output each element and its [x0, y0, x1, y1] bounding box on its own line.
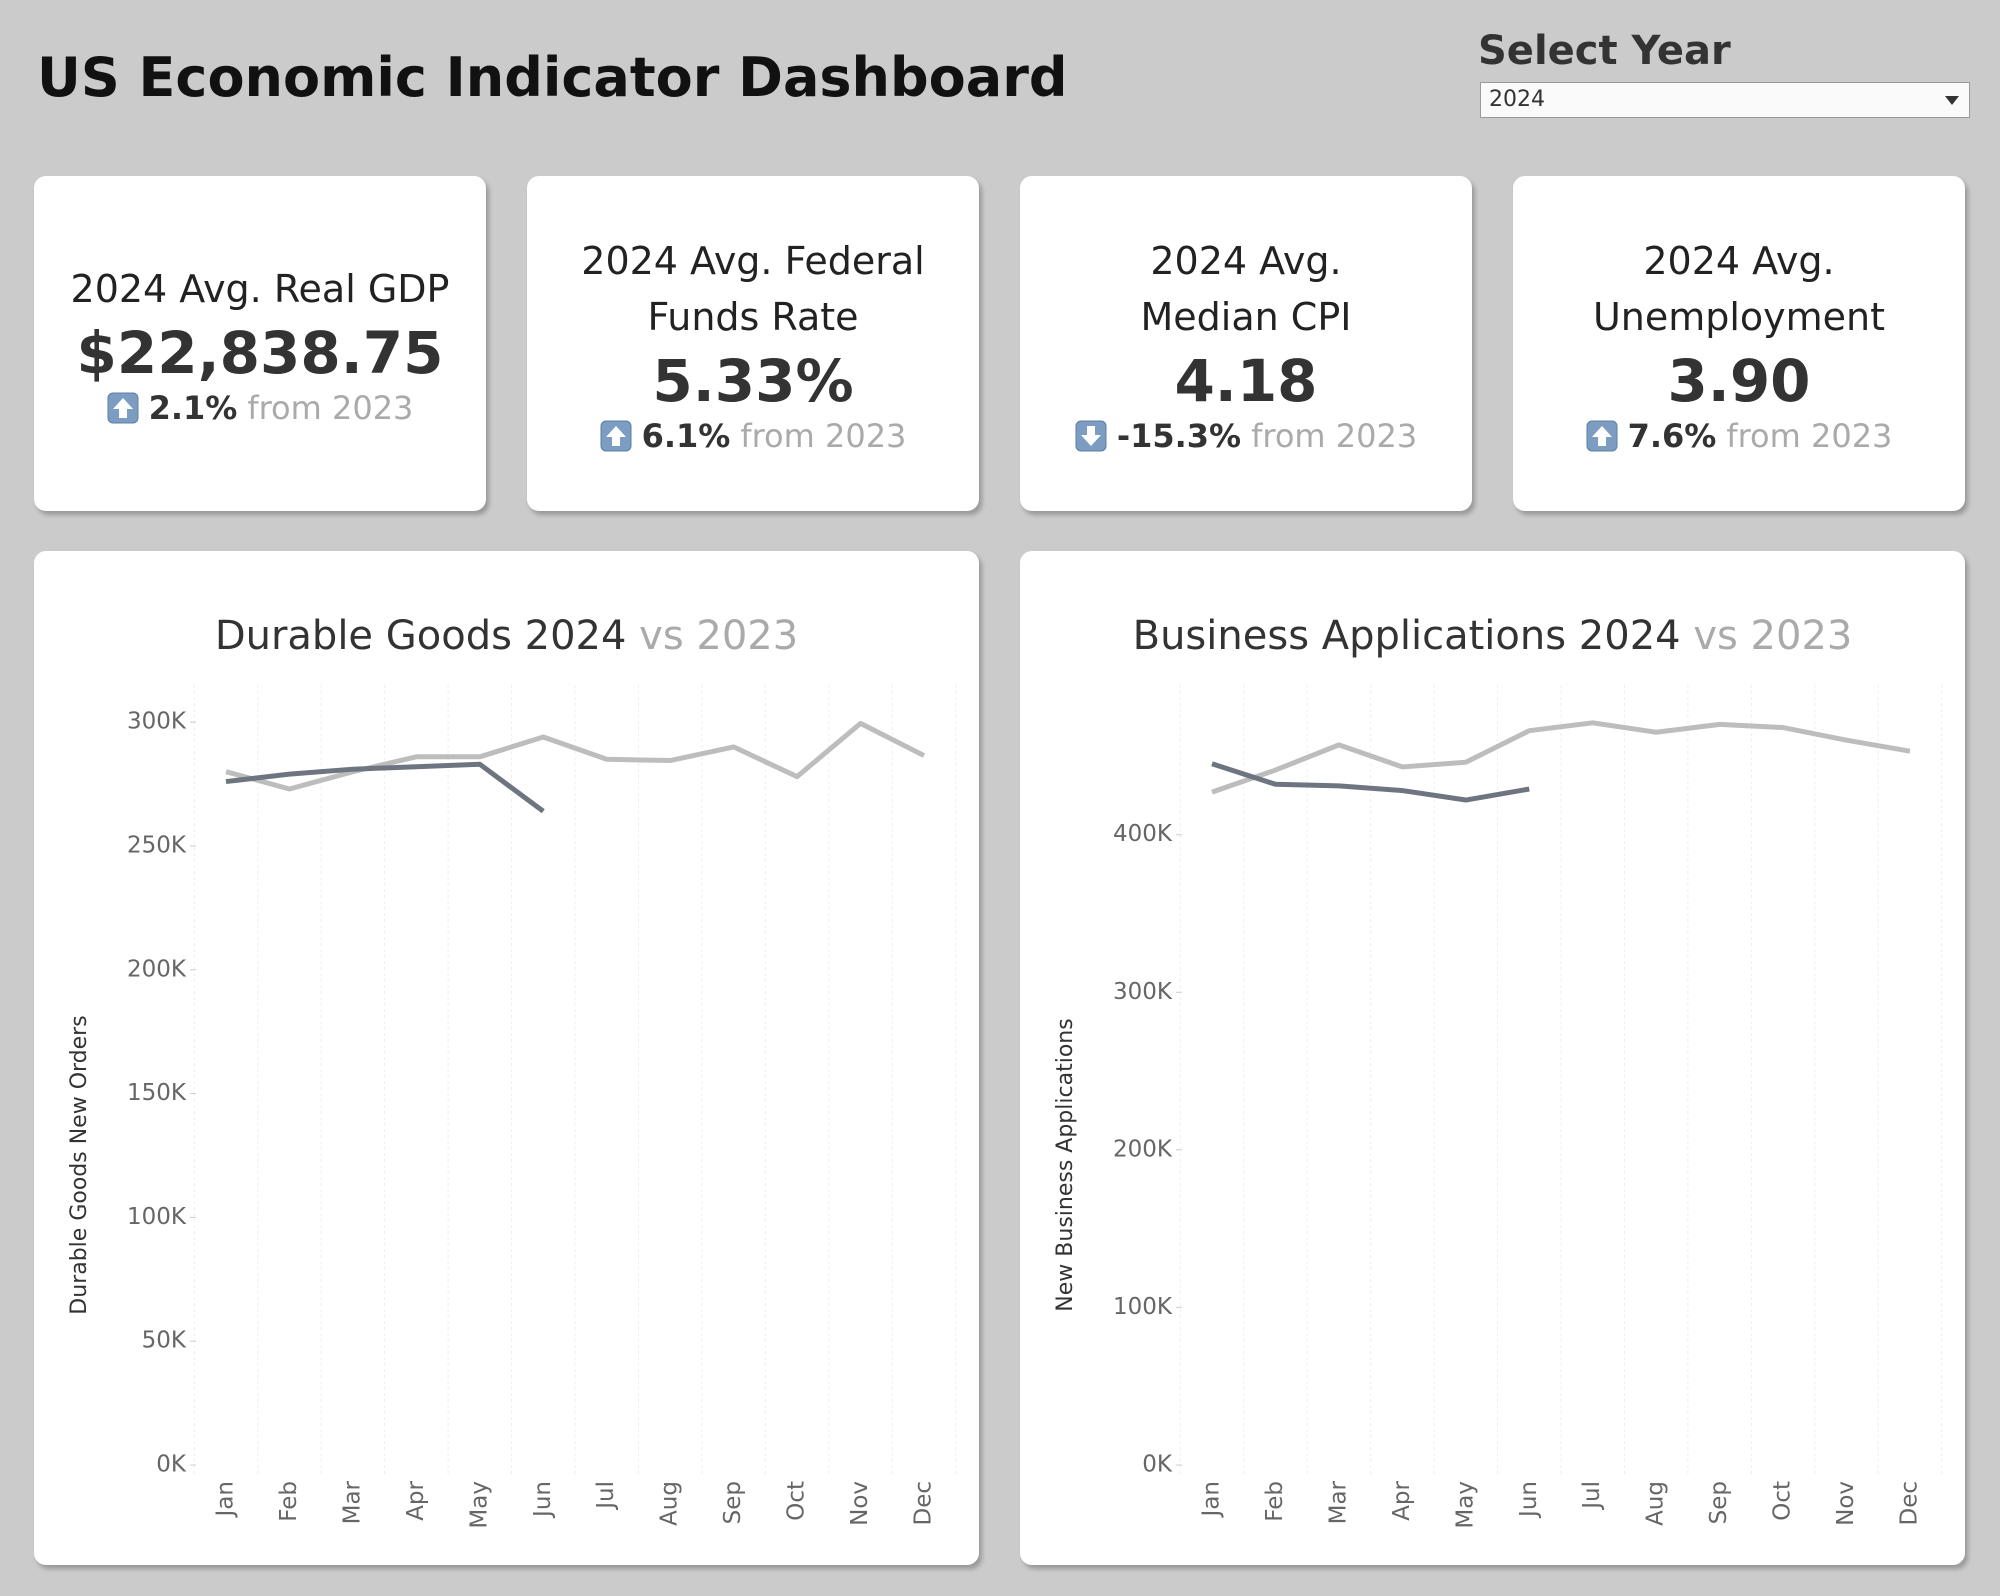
x-tick-label: Aug: [1643, 1481, 1669, 1526]
direction-icon: [107, 392, 139, 423]
kpi-title: 2024 Avg. Federal Funds Rate: [581, 238, 925, 339]
x-tick-label: Mar: [339, 1480, 365, 1524]
chart-title-main: Durable Goods 2024: [215, 613, 627, 659]
chart-title: Durable Goods 2024 vs 2023: [215, 613, 798, 659]
chart-title-main: Business Applications 2024: [1133, 613, 1681, 659]
x-tick-label: May: [1452, 1481, 1478, 1529]
y-tick-label: 0K: [156, 1452, 187, 1478]
kpi-value: 3.90: [1667, 346, 1811, 415]
dropdown-arrow: [1945, 96, 1959, 105]
kpi-card: 2024 Avg. Unemployment 3.90 7.6% from 2023: [1513, 176, 1965, 511]
series-line: [225, 720, 926, 792]
direction-icon: [600, 420, 632, 451]
dashboard-title: US Economic Indicator Dashboard: [37, 46, 1068, 109]
line-chart: Business Applications 2024 vs 2023 New Bu…: [1053, 613, 1943, 1529]
kpi-change-value: 2.1%: [148, 388, 238, 427]
chart-title: Business Applications 2024 vs 2023: [1133, 613, 1853, 659]
kpi-card: 2024 Avg. Real GDP $22,838.75 2.1% from 202…: [34, 176, 486, 511]
y-tick-label: 200K: [127, 956, 187, 982]
x-tick-label: Feb: [1262, 1481, 1288, 1522]
x-tick-label: Jan: [1199, 1481, 1225, 1518]
icon-arrow: [605, 425, 626, 446]
y-tick-label: 50K: [142, 1328, 187, 1354]
y-axis-label: Durable Goods New Orders: [67, 1015, 92, 1314]
filter-label: Select Year: [1478, 28, 1731, 74]
chart-card: Durable Goods 2024 vs 2023 Durable Goods …: [34, 551, 979, 1565]
y-tick-label: 150K: [127, 1080, 187, 1106]
x-tick-label: Nov: [847, 1481, 873, 1526]
x-tick-label: Sep: [1706, 1481, 1732, 1524]
kpi-value: 4.18: [1174, 346, 1318, 415]
y-tick-label: 400K: [1113, 821, 1173, 847]
kpi-value: 5.33%: [652, 346, 854, 415]
chart-title-comparison: vs 2023: [1693, 613, 1852, 659]
kpi-title: 2024 Avg. Unemployment: [1592, 238, 1886, 339]
icon-arrow: [112, 397, 133, 418]
kpi-change: -15.3% from 2023: [1075, 417, 1417, 455]
y-tick-label: 300K: [127, 709, 187, 735]
kpi-change: 2.1% from 2023: [107, 388, 414, 427]
series-line: [1211, 720, 1911, 795]
kpi-value: $22,838.75: [76, 318, 444, 387]
x-tick-label: Oct: [1770, 1481, 1796, 1521]
y-tick-label: 100K: [127, 1204, 187, 1230]
x-tick-label: Jan: [213, 1481, 239, 1518]
y-tick-label: 0K: [1142, 1452, 1173, 1478]
series-line: [1211, 761, 1530, 803]
direction-icon: [1075, 420, 1107, 451]
kpi-comparison: from 2023: [1251, 416, 1418, 455]
x-tick-label: May: [466, 1481, 492, 1529]
x-tick-label: Mar: [1325, 1480, 1351, 1524]
kpi-change: 7.6% from 2023: [1586, 416, 1893, 455]
x-tick-label: Dec: [911, 1481, 937, 1526]
x-tick-label: Nov: [1833, 1481, 1859, 1526]
chart-card: Business Applications 2024 vs 2023 New Bu…: [1020, 551, 1965, 1565]
y-tick-label: 200K: [1113, 1136, 1173, 1162]
kpi-card: 2024 Avg. Federal Funds Rate 5.33% 6.1% fro…: [527, 176, 979, 511]
x-tick-label: Feb: [276, 1481, 302, 1522]
kpi-change-value: 7.6%: [1627, 416, 1717, 455]
kpi-title: 2024 Avg. Real GDP: [70, 266, 450, 311]
icon-arrow: [1591, 425, 1612, 446]
x-tick-label: Sep: [720, 1481, 746, 1524]
y-tick-label: 100K: [1113, 1294, 1173, 1320]
x-tick-label: Apr: [403, 1480, 429, 1520]
year-dropdown[interactable]: 2024: [1480, 82, 1970, 118]
y-tick-label: 250K: [127, 832, 187, 858]
direction-icon: [1586, 420, 1618, 451]
dropdown-value: 2024: [1489, 87, 1545, 112]
kpi-comparison: from 2023: [1726, 416, 1893, 455]
x-tick-label: Apr: [1389, 1480, 1415, 1520]
x-tick-label: Aug: [657, 1481, 683, 1526]
icon-arrow: [1080, 425, 1101, 446]
kpi-comparison: from 2023: [740, 416, 907, 455]
x-tick-label: Jun: [1516, 1481, 1542, 1519]
x-tick-label: Jul: [1579, 1481, 1605, 1511]
kpi-change: 6.1% from 2023: [600, 416, 907, 455]
kpi-title: 2024 Avg. Median CPI: [1140, 238, 1352, 339]
kpi-change-value: 6.1%: [641, 416, 731, 455]
y-axis-label: New Business Applications: [1053, 1018, 1078, 1311]
kpi-change-value: -15.3%: [1116, 416, 1242, 455]
series-line: [225, 761, 545, 814]
x-tick-label: Jun: [530, 1481, 556, 1519]
kpi-card: 2024 Avg. Median CPI 4.18 -15.3% from 2023: [1020, 176, 1472, 511]
y-tick-label: 300K: [1113, 979, 1173, 1005]
x-tick-label: Dec: [1897, 1481, 1923, 1526]
x-tick-label: Oct: [784, 1481, 810, 1521]
chart-title-comparison: vs 2023: [639, 613, 798, 659]
x-tick-label: Jul: [593, 1481, 619, 1511]
kpi-comparison: from 2023: [247, 388, 414, 427]
